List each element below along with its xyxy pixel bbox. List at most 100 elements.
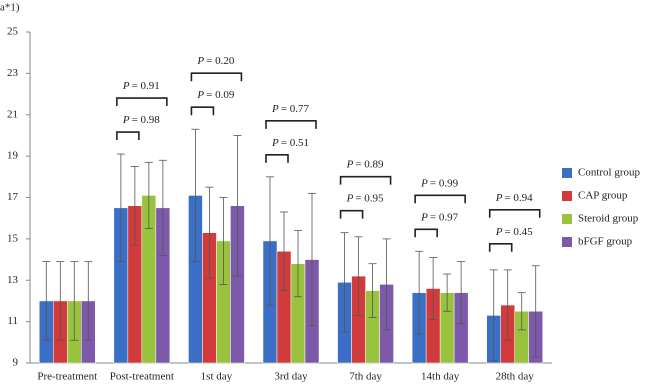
p-value: P = 0.09 — [196, 89, 234, 101]
x-tick-label: 1st day — [201, 371, 233, 383]
p-value-text: = 0.89 — [355, 158, 384, 170]
legend-label: Steroid group — [578, 213, 639, 225]
p-symbol: P — [420, 211, 428, 223]
p-symbol: P — [196, 89, 204, 101]
error-bar — [531, 265, 540, 358]
error-bar — [84, 261, 93, 341]
error-bar — [443, 273, 452, 312]
error-bar — [457, 261, 466, 325]
p-symbol: P — [271, 136, 279, 148]
bracket — [414, 194, 466, 204]
error-bar — [116, 153, 125, 263]
error-bar — [340, 232, 349, 333]
error-bar — [354, 236, 363, 316]
p-value-text: = 0.94 — [504, 191, 533, 203]
error-bar — [70, 261, 79, 341]
p-symbol: P — [495, 225, 503, 237]
error-bar — [517, 292, 526, 331]
p-value-text: = 0.91 — [132, 80, 160, 92]
p-value-text: = 0.98 — [132, 114, 161, 126]
y-tick-label: 19 — [7, 150, 19, 162]
x-tick-label: Post-treatment — [110, 371, 174, 383]
p-value: P = 0.98 — [122, 114, 160, 126]
error-bar — [56, 261, 65, 341]
p-value: P = 0.77 — [271, 102, 309, 114]
p-symbol: P — [346, 192, 354, 204]
p-value: P = 0.91 — [122, 80, 160, 92]
legend-label: CAP group — [578, 190, 628, 202]
p-symbol: P — [122, 114, 130, 126]
bracket — [488, 242, 513, 252]
p-symbol: P — [196, 55, 204, 67]
y-tick-label: 11 — [7, 315, 18, 327]
legend-swatch — [562, 168, 572, 178]
p-value-text: = 0.95 — [355, 192, 384, 204]
x-tick-label: 7th day — [349, 371, 382, 383]
bracket — [339, 175, 392, 185]
y-tick-label: 23 — [7, 67, 19, 79]
error-bar — [280, 211, 288, 291]
error-bar — [489, 269, 498, 362]
p-value-text: = 0.09 — [206, 89, 235, 101]
p-value-text: = 0.97 — [430, 211, 459, 223]
error-bar — [130, 166, 139, 246]
legend-swatch — [562, 191, 572, 201]
error-bar — [382, 238, 391, 331]
p-value: P = 0.97 — [420, 211, 458, 223]
bracket — [414, 228, 438, 238]
p-symbol: P — [495, 191, 503, 203]
p-value: P = 0.89 — [346, 158, 384, 170]
y-tick-label: 15 — [7, 232, 19, 244]
y-tick-label: 9 — [13, 357, 19, 369]
y-tick-label: 21 — [7, 108, 18, 120]
bracket — [116, 131, 140, 141]
p-symbol: P — [346, 158, 354, 170]
legend-label: bFGF group — [578, 236, 633, 248]
error-bar — [308, 192, 316, 327]
error-bar — [503, 269, 512, 341]
y-tick-label: 17 — [7, 191, 19, 203]
error-bar — [205, 186, 214, 279]
legend-swatch — [562, 214, 572, 224]
bracket — [488, 208, 541, 218]
error-bar — [158, 159, 167, 256]
x-tick-label: 3rd day — [274, 371, 308, 383]
p-value-text: = 0.99 — [430, 177, 459, 189]
p-value-text: = 0.51 — [281, 136, 309, 148]
error-bar — [415, 250, 424, 335]
error-bar — [144, 161, 153, 229]
p-value-text: = 0.45 — [504, 225, 533, 237]
p-value: P = 0.20 — [196, 55, 234, 67]
error-bar — [429, 257, 438, 320]
error-bar — [233, 135, 242, 277]
x-tick-label: 28th day — [496, 371, 535, 383]
y-axis-label: a*1) — [0, 2, 20, 14]
p-value-text: = 0.77 — [281, 102, 310, 114]
p-value: P = 0.51 — [271, 136, 309, 148]
p-symbol: P — [271, 102, 279, 114]
error-bar — [191, 128, 200, 263]
p-symbol: P — [420, 177, 428, 189]
y-tick-label: 25 — [7, 26, 19, 38]
error-bar — [219, 197, 228, 285]
error-bar — [266, 176, 274, 306]
bracket — [190, 72, 243, 82]
bracket — [265, 120, 317, 129]
error-bar — [294, 230, 302, 298]
error-bar — [368, 263, 377, 318]
bracket — [265, 154, 289, 163]
y-tick-label: 13 — [7, 274, 19, 286]
error-bar — [42, 261, 51, 341]
p-value: P = 0.94 — [495, 191, 533, 203]
p-value: P = 0.95 — [346, 192, 384, 204]
x-tick-label: 14th day — [421, 371, 460, 383]
legend-swatch — [562, 237, 572, 247]
bracket — [190, 106, 215, 116]
legend-label: Control group — [578, 167, 641, 179]
p-value: P = 0.45 — [495, 225, 533, 237]
p-value-text: = 0.20 — [206, 55, 235, 67]
p-symbol: P — [122, 80, 130, 92]
x-tick-label: Pre-treatment — [37, 371, 97, 383]
bracket — [116, 97, 168, 107]
